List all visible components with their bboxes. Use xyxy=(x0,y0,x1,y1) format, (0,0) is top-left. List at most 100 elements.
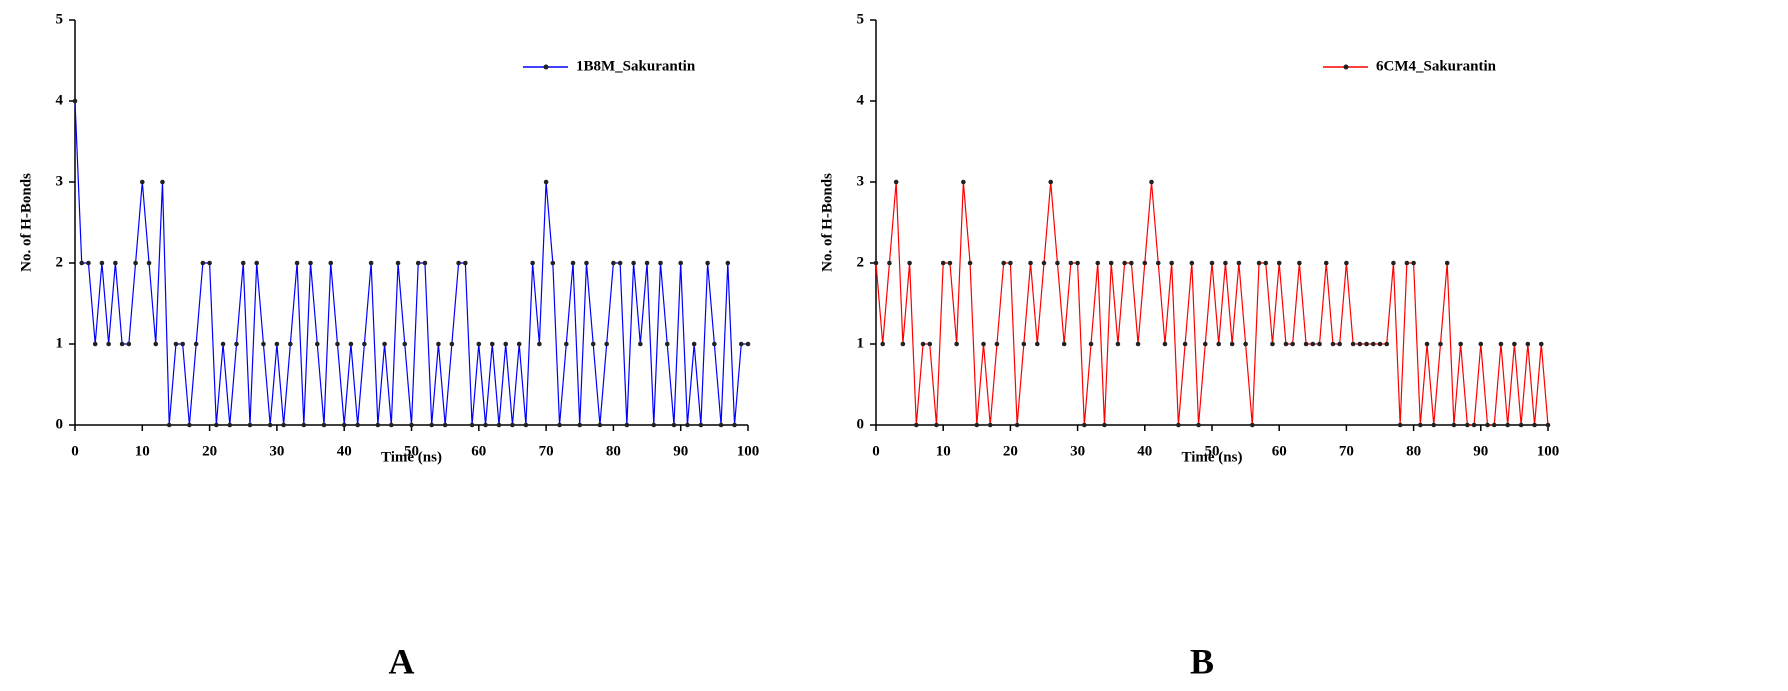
point xyxy=(1458,341,1463,347)
point xyxy=(658,260,663,266)
point xyxy=(987,422,993,428)
point xyxy=(745,341,751,347)
point xyxy=(887,260,892,266)
point xyxy=(496,422,502,428)
point xyxy=(1276,260,1282,266)
point xyxy=(79,260,85,266)
point xyxy=(1283,341,1289,347)
point xyxy=(691,341,697,347)
point xyxy=(1357,341,1363,347)
point xyxy=(261,341,266,347)
point xyxy=(1330,341,1336,347)
point xyxy=(395,260,401,266)
point xyxy=(469,422,475,428)
point xyxy=(1034,341,1040,347)
point xyxy=(113,260,118,266)
point xyxy=(415,260,421,266)
point xyxy=(140,179,145,185)
y-tick-label: 1 xyxy=(56,335,64,351)
point xyxy=(348,341,354,347)
point xyxy=(1465,422,1470,428)
point xyxy=(1041,260,1047,266)
point xyxy=(1438,341,1443,347)
point xyxy=(893,179,899,185)
point xyxy=(207,260,212,266)
point xyxy=(301,422,307,428)
point xyxy=(1350,341,1356,347)
point xyxy=(200,260,206,266)
point xyxy=(1391,260,1396,266)
point xyxy=(99,260,105,266)
y-tick-label: 1 xyxy=(857,335,865,351)
x-tick-label: 100 xyxy=(737,443,760,459)
x-tick-label: 40 xyxy=(337,443,352,459)
point xyxy=(1317,341,1322,347)
point xyxy=(402,341,408,347)
point xyxy=(1176,422,1181,428)
x-tick-label: 50 xyxy=(1205,443,1220,459)
point xyxy=(1538,341,1544,347)
point xyxy=(1061,341,1067,347)
y-tick-label: 0 xyxy=(56,416,64,432)
y-tick-label: 0 xyxy=(857,416,865,432)
x-tick-label: 70 xyxy=(1339,443,1354,459)
point xyxy=(1263,260,1269,266)
point xyxy=(389,422,394,428)
point xyxy=(940,260,946,266)
x-tick-label: 90 xyxy=(673,443,688,459)
point xyxy=(288,341,293,347)
point xyxy=(1505,422,1510,428)
point xyxy=(1364,341,1369,347)
point xyxy=(907,260,912,266)
point xyxy=(1491,422,1497,428)
point xyxy=(934,422,939,428)
point xyxy=(1028,260,1033,266)
point xyxy=(1256,260,1262,266)
point xyxy=(1518,422,1524,428)
point xyxy=(1075,260,1080,266)
point xyxy=(1270,341,1275,347)
point xyxy=(1196,422,1201,428)
x-tick-label: 60 xyxy=(1272,443,1287,459)
x-tick-label: 10 xyxy=(936,443,951,459)
point xyxy=(1297,260,1302,266)
point xyxy=(685,422,690,428)
point xyxy=(294,260,300,266)
x-tick-label: 20 xyxy=(1003,443,1018,459)
point xyxy=(1088,341,1094,347)
point xyxy=(1082,422,1087,428)
point xyxy=(1303,341,1309,347)
legend-label: 6CM4_Sakurantin xyxy=(1376,58,1497,74)
point xyxy=(1431,422,1437,428)
y-axis-label: No. of H-Bonds xyxy=(18,173,34,272)
point xyxy=(1182,341,1188,347)
point xyxy=(920,341,926,347)
point xyxy=(1250,422,1255,428)
x-axis-label: Time (ns) xyxy=(381,449,442,465)
point xyxy=(456,260,461,266)
point xyxy=(678,260,683,266)
point xyxy=(1102,422,1107,428)
point xyxy=(873,260,879,266)
point xyxy=(1008,260,1013,266)
point xyxy=(187,422,192,428)
panel-label: B xyxy=(1190,641,1214,681)
y-tick-label: 4 xyxy=(857,92,865,108)
point xyxy=(1014,422,1020,428)
point xyxy=(705,260,710,266)
point xyxy=(638,341,643,347)
x-tick-label: 80 xyxy=(1406,443,1421,459)
point xyxy=(597,422,603,428)
point xyxy=(483,422,488,428)
point xyxy=(321,422,327,428)
point xyxy=(86,260,91,266)
point xyxy=(1122,260,1127,266)
point xyxy=(698,422,704,428)
x-tick-label: 10 xyxy=(135,443,150,459)
point xyxy=(732,422,737,428)
point xyxy=(1115,341,1121,347)
point xyxy=(1149,179,1154,185)
point xyxy=(974,422,980,428)
point xyxy=(617,260,623,266)
point xyxy=(927,341,933,347)
